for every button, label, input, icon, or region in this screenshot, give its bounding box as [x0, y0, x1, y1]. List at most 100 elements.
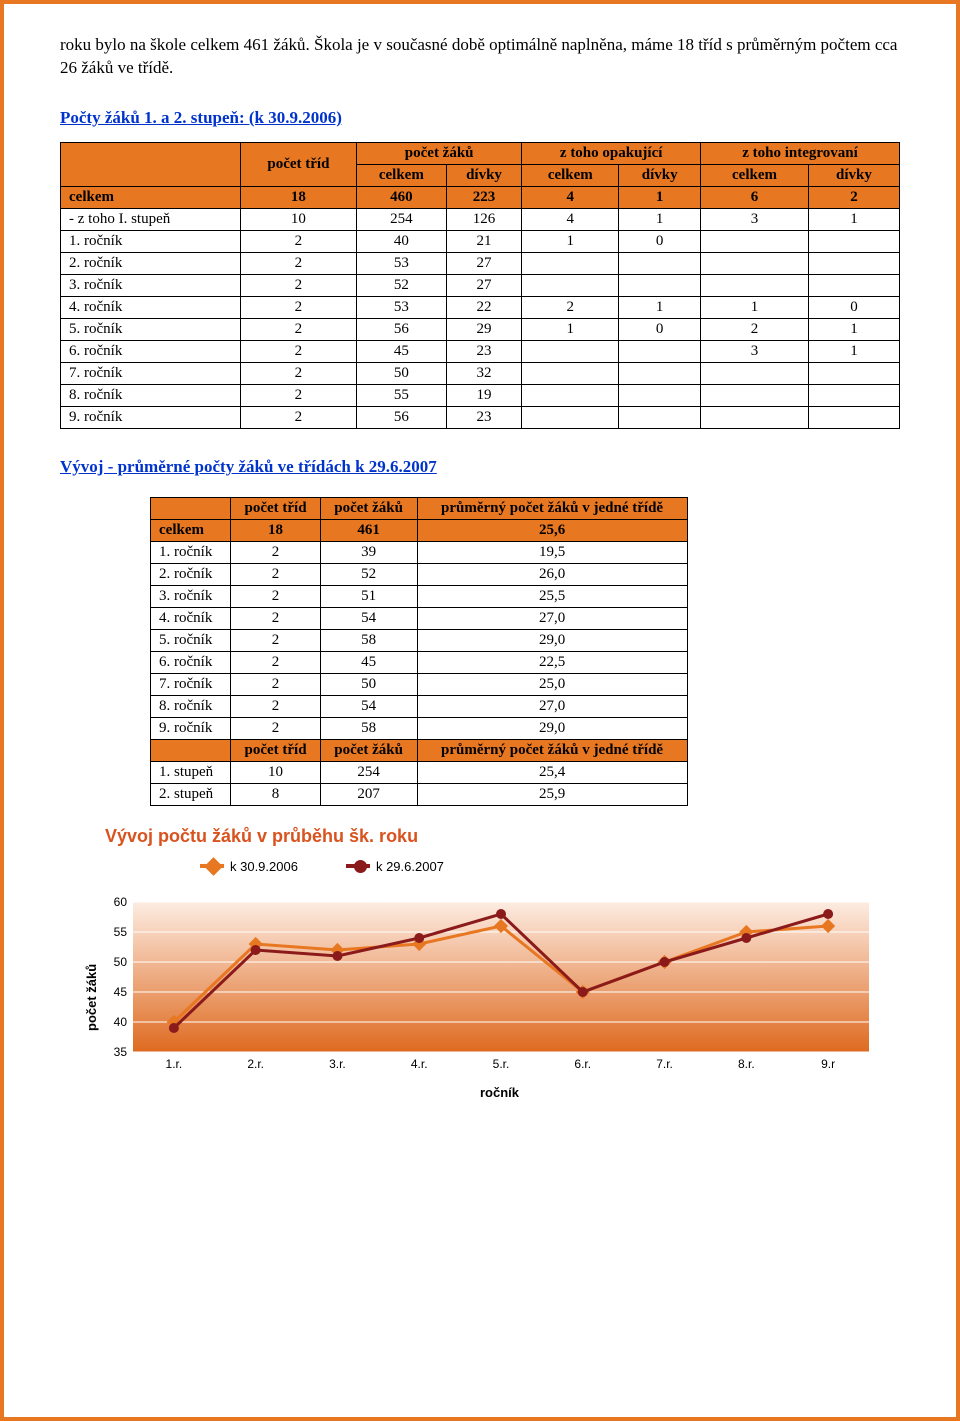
cell: 4 [522, 208, 619, 230]
table-row: 8. ročník25427,0 [151, 695, 688, 717]
cell: 52 [320, 563, 417, 585]
cell: 52 [357, 274, 447, 296]
xtick-label: 3.r. [329, 1057, 346, 1071]
cell [808, 384, 899, 406]
table-row: 2. ročník25226,0 [151, 563, 688, 585]
th-integrovani: z toho integrovaní [701, 142, 900, 164]
cell: 27 [446, 274, 522, 296]
cell: 1 [808, 318, 899, 340]
th: průměrný počet žáků v jedné třídě [417, 497, 687, 519]
th-opakujici: z toho opakující [522, 142, 701, 164]
cell [808, 406, 899, 428]
row-label: - z toho I. stupeň [61, 208, 241, 230]
cell: 0 [619, 230, 701, 252]
cell: 254 [357, 208, 447, 230]
cell: 2 [240, 318, 356, 340]
cell: 8 [231, 783, 320, 805]
cell: 1 [619, 186, 701, 208]
cell [522, 362, 619, 384]
table-row: 2. stupeň820725,9 [151, 783, 688, 805]
cell [701, 230, 809, 252]
cell [701, 274, 809, 296]
table-row: 9. ročník25829,0 [151, 717, 688, 739]
cell: 1 [619, 208, 701, 230]
cell: 126 [446, 208, 522, 230]
cell: 53 [357, 252, 447, 274]
table-row: 8. ročník25519 [61, 384, 900, 406]
table-row: počet třídpočet žákůprůměrný počet žáků … [151, 497, 688, 519]
chart-xlabel: ročník [99, 1085, 900, 1100]
cell: 2 [522, 296, 619, 318]
chart-title: Vývoj počtu žáků v průběhu šk. roku [105, 826, 900, 847]
table-row: 3. ročník25125,5 [151, 585, 688, 607]
heading-vyvoj[interactable]: Vývoj - průměrné počty žáků ve třídách k… [60, 457, 437, 477]
row-label: 1. stupeň [151, 761, 231, 783]
cell: 58 [320, 717, 417, 739]
marker-circle [169, 1023, 179, 1033]
cell [522, 340, 619, 362]
ytick-label: 45 [114, 985, 128, 999]
table-row: 1. ročník2402110 [61, 230, 900, 252]
xtick-label: 2.r. [247, 1057, 264, 1071]
table-row: celkem1846125,6 [151, 519, 688, 541]
cell: 45 [320, 651, 417, 673]
table-row: 5. ročník256291021 [61, 318, 900, 340]
th: počet tříd [231, 497, 320, 519]
table1-header-top: počet tříd počet žáků z toho opakující z… [61, 142, 900, 164]
row-label: 5. ročník [151, 629, 231, 651]
cell: 1 [619, 296, 701, 318]
cell: 54 [320, 695, 417, 717]
th [151, 497, 231, 519]
row-label: 1. ročník [151, 541, 231, 563]
table-vyvoj: počet tříd počet žáků průměrný počet žáků … [150, 497, 688, 806]
cell: 50 [320, 673, 417, 695]
marker-circle [823, 909, 833, 919]
cell: 53 [357, 296, 447, 318]
table-row: - z toho I. stupeň102541264131 [61, 208, 900, 230]
cell [619, 406, 701, 428]
cell: 0 [619, 318, 701, 340]
xtick-label: 6.r. [574, 1057, 591, 1071]
cell: 3 [701, 208, 809, 230]
row-label: 9. ročník [151, 717, 231, 739]
cell: 29,0 [417, 717, 687, 739]
cell [522, 252, 619, 274]
table-row: 5. ročník25829,0 [151, 629, 688, 651]
chart-legend: k 30.9.2006 k 29.6.2007 [200, 859, 900, 874]
row-label: 6. ročník [61, 340, 241, 362]
table-row: 4. ročník25427,0 [151, 607, 688, 629]
cell: 51 [320, 585, 417, 607]
ytick-label: 35 [114, 1045, 128, 1059]
row-label: 7. ročník [151, 673, 231, 695]
table-row: 4. ročník253222110 [61, 296, 900, 318]
cell [522, 406, 619, 428]
th: počet žáků [320, 739, 417, 761]
row-label: 2. stupeň [151, 783, 231, 805]
cell: 2 [240, 230, 356, 252]
marker-circle [578, 987, 588, 997]
row-label: celkem [151, 519, 231, 541]
cell: 2 [231, 651, 320, 673]
cell: 2 [240, 274, 356, 296]
cell: 4 [522, 186, 619, 208]
xtick-label: 5.r. [493, 1057, 510, 1071]
cell: 54 [320, 607, 417, 629]
row-label: 5. ročník [61, 318, 241, 340]
heading-pocty-zaku[interactable]: Počty žáků 1. a 2. stupeň: (k 30.9.2006) [60, 108, 342, 128]
cell: 6 [701, 186, 809, 208]
cell: 2 [231, 607, 320, 629]
row-label: 1. ročník [61, 230, 241, 252]
row-label: 2. ročník [61, 252, 241, 274]
cell: 58 [320, 629, 417, 651]
legend-item: k 29.6.2007 [346, 859, 444, 874]
cell: 2 [240, 252, 356, 274]
legend-item: k 30.9.2006 [200, 859, 298, 874]
legend-label: k 29.6.2007 [376, 859, 444, 874]
cell [522, 274, 619, 296]
row-label: 8. ročník [151, 695, 231, 717]
cell: 19 [446, 384, 522, 406]
row-label: 3. ročník [151, 585, 231, 607]
table-row: 1. stupeň1025425,4 [151, 761, 688, 783]
table-row: počet třídpočet žákůprůměrný počet žáků … [151, 739, 688, 761]
cell: 56 [357, 406, 447, 428]
